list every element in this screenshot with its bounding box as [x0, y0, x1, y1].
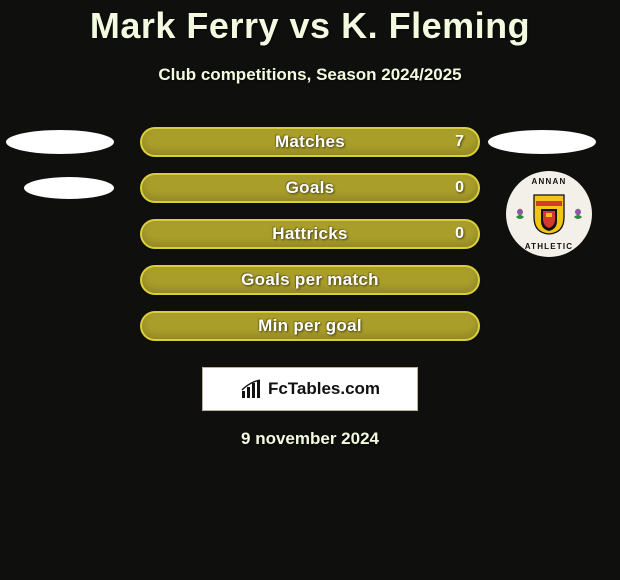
player1-blank-ellipse	[24, 177, 114, 199]
stat-label: Min per goal	[258, 316, 362, 336]
player2-blank-ellipse	[488, 130, 596, 154]
player1-name: Mark Ferry	[90, 5, 279, 46]
brand-label: FcTables.com	[268, 379, 380, 399]
stat-bar: Goals per match	[140, 265, 480, 295]
stat-value-right: 7	[455, 133, 464, 151]
stat-bar: Min per goal	[140, 311, 480, 341]
stat-label: Matches	[275, 132, 345, 152]
player2-name: K. Fleming	[341, 5, 530, 46]
stat-label: Hattricks	[272, 224, 347, 244]
crest-inner: ANNAN ATHLETIC	[514, 179, 584, 249]
stat-bar: Matches 7	[140, 127, 480, 157]
shield-icon	[532, 193, 566, 235]
stat-bar: Goals 0	[140, 173, 480, 203]
stat-value-right: 0	[455, 225, 464, 243]
crest-top-text: ANNAN	[514, 177, 584, 186]
stat-value-right: 0	[455, 179, 464, 197]
brand-box: FcTables.com	[202, 367, 418, 411]
page-title: Mark Ferry vs K. Fleming	[0, 5, 620, 47]
stat-label: Goals per match	[241, 270, 379, 290]
subtitle: Club competitions, Season 2024/2025	[0, 65, 620, 85]
thistle-icon	[514, 207, 526, 221]
stat-label: Goals	[286, 178, 335, 198]
club-crest: ANNAN ATHLETIC	[506, 171, 592, 257]
stat-row: Goals per match	[0, 257, 620, 303]
stat-bar: Hattricks 0	[140, 219, 480, 249]
brand-bars-icon	[240, 378, 262, 400]
crest-bottom-text: ATHLETIC	[514, 242, 584, 251]
vs-text: vs	[290, 5, 331, 46]
date-text: 9 november 2024	[0, 429, 620, 449]
player1-blank-ellipse	[6, 130, 114, 154]
thistle-icon	[572, 207, 584, 221]
stat-row: Min per goal	[0, 303, 620, 349]
stat-row: Matches 7	[0, 119, 620, 165]
stat-rows: Matches 7 Goals 0 Hattricks 0 Goals per …	[0, 119, 620, 349]
infographic-container: Mark Ferry vs K. Fleming Club competitio…	[0, 0, 620, 449]
